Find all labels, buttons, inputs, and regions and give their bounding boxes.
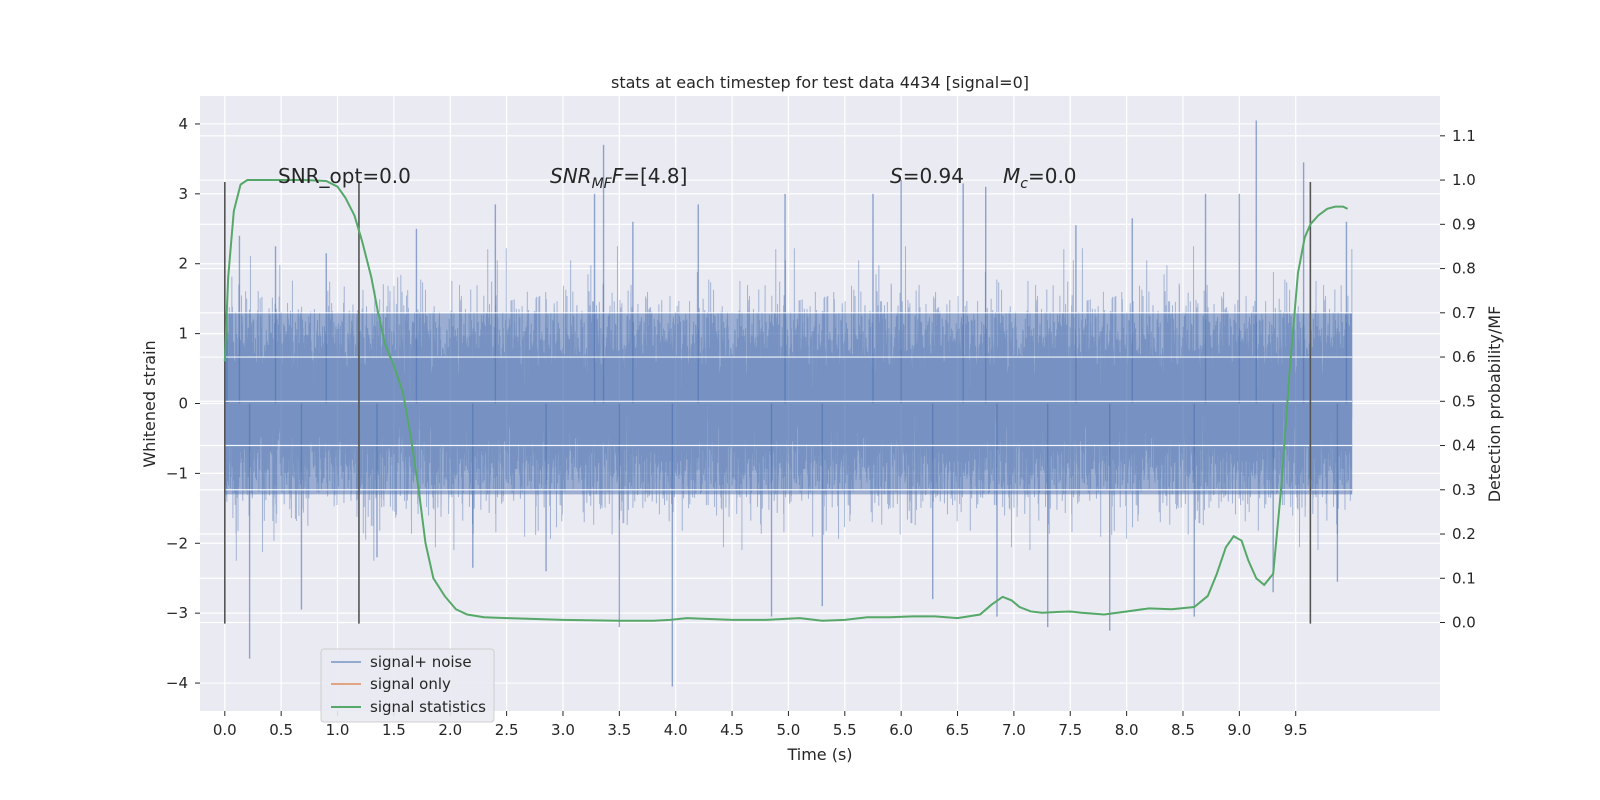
x-tick-label-18: 9.0 <box>1227 721 1251 739</box>
y-tick-label-3: −1 <box>166 464 188 482</box>
y-axis-title: Whitened strain <box>140 340 159 467</box>
strain-series <box>224 120 1353 687</box>
y2-tick-label-6: 0.6 <box>1452 348 1476 366</box>
y-tick-label-0: −4 <box>166 674 188 692</box>
y-tick-label-2: −2 <box>166 534 188 552</box>
y-tick-label-5: 1 <box>178 325 188 343</box>
statistics-series <box>223 179 1349 622</box>
y2-tick-label-11: 1.1 <box>1452 127 1476 145</box>
x-tick-label-2: 1.0 <box>326 721 350 739</box>
y2-tick-label-0: 0.0 <box>1452 614 1476 632</box>
legend-label-statistics: signal statistics <box>370 698 486 716</box>
annotation-s: S=0.94 <box>890 164 964 188</box>
x-tick-label-17: 8.5 <box>1171 721 1195 739</box>
x-tick-label-8: 4.0 <box>664 721 688 739</box>
x-tick-label-15: 7.5 <box>1058 721 1082 739</box>
x-tick-label-3: 1.5 <box>382 721 406 739</box>
y2-axis-ticks: 0.0 0.1 0.2 0.3 0.4 0.5 0.6 0.7 0.8 0.9 1.0 1.1 <box>1440 127 1476 632</box>
y2-tick-label-1: 0.1 <box>1452 569 1476 587</box>
y2-tick-label-10: 1.0 <box>1452 171 1476 189</box>
y2-tick-label-2: 0.2 <box>1452 525 1476 543</box>
x-tick-label-12: 6.0 <box>889 721 913 739</box>
statistics-line <box>223 179 1349 622</box>
y2-tick-label-8: 0.8 <box>1452 260 1476 278</box>
annotation-mc: Mc=0.0 <box>1003 164 1077 192</box>
x-tick-label-9: 4.5 <box>720 721 744 739</box>
x-tick-label-16: 8.0 <box>1115 721 1139 739</box>
y2-axis-title: Detection probability/MF <box>1485 306 1504 503</box>
legend-label-noise: signal+ noise <box>370 653 472 671</box>
annotation-snr-mf: SNRMFF=[4.8] <box>550 164 687 192</box>
y-tick-label-7: 3 <box>178 185 188 203</box>
x-axis-title: Time (s) <box>786 745 852 764</box>
x-tick-label-0: 0.0 <box>213 721 237 739</box>
y2-tick-label-4: 0.4 <box>1452 437 1476 455</box>
x-tick-label-14: 7.0 <box>1002 721 1026 739</box>
x-tick-label-6: 3.0 <box>551 721 575 739</box>
x-tick-label-13: 6.5 <box>946 721 970 739</box>
y-tick-label-1: −3 <box>166 604 188 622</box>
chart-title: stats at each timestep for test data 443… <box>611 73 1029 92</box>
x-tick-label-7: 3.5 <box>607 721 631 739</box>
y-tick-label-6: 2 <box>178 255 188 273</box>
y2-tick-label-5: 0.5 <box>1452 392 1476 410</box>
y2-tick-label-9: 0.9 <box>1452 215 1476 233</box>
x-tick-label-11: 5.5 <box>833 721 857 739</box>
x-tick-label-4: 2.0 <box>438 721 462 739</box>
x-tick-label-19: 9.5 <box>1284 721 1308 739</box>
x-axis-ticks: 0.0 0.5 1.0 1.5 2.0 2.5 3.0 3.5 4.0 4.5 5.0 5.5 6.0 6… <box>213 711 1308 739</box>
strain-core-band <box>224 312 1353 495</box>
x-tick-label-10: 5.0 <box>777 721 801 739</box>
annotation-snr-opt: SNR_opt=0.0 <box>278 164 411 188</box>
legend: signal+ noise signal only signal statist… <box>320 648 495 723</box>
marker-lines <box>224 181 1312 624</box>
y-axis-ticks: −4 −3 −2 −1 0 1 2 3 4 <box>166 115 200 692</box>
y-tick-label-8: 4 <box>178 115 188 133</box>
legend-box <box>320 648 495 723</box>
y-tick-label-4: 0 <box>178 395 188 413</box>
y2-tick-label-7: 0.7 <box>1452 304 1476 322</box>
x-tick-label-1: 0.5 <box>269 721 293 739</box>
legend-label-signal: signal only <box>370 675 451 693</box>
y2-tick-label-3: 0.3 <box>1452 481 1476 499</box>
x-tick-label-5: 2.5 <box>495 721 519 739</box>
